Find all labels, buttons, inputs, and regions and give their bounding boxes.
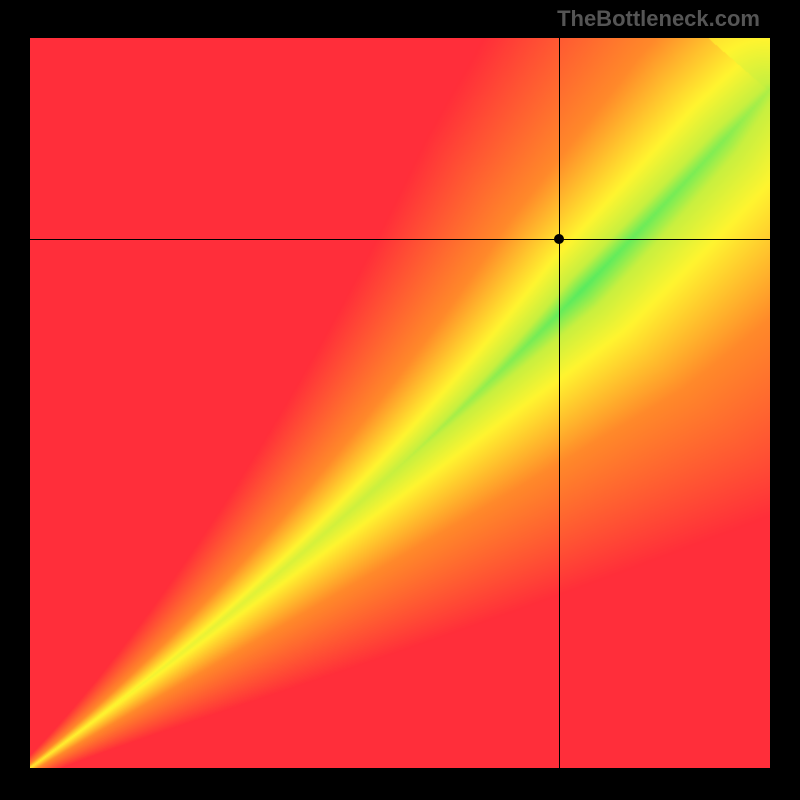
attribution-text: TheBottleneck.com <box>557 6 760 32</box>
bottleneck-heatmap <box>30 38 770 768</box>
crosshair-horizontal <box>30 239 770 240</box>
crosshair-vertical <box>559 38 560 768</box>
heatmap-canvas <box>30 38 770 768</box>
marker-dot <box>554 234 564 244</box>
